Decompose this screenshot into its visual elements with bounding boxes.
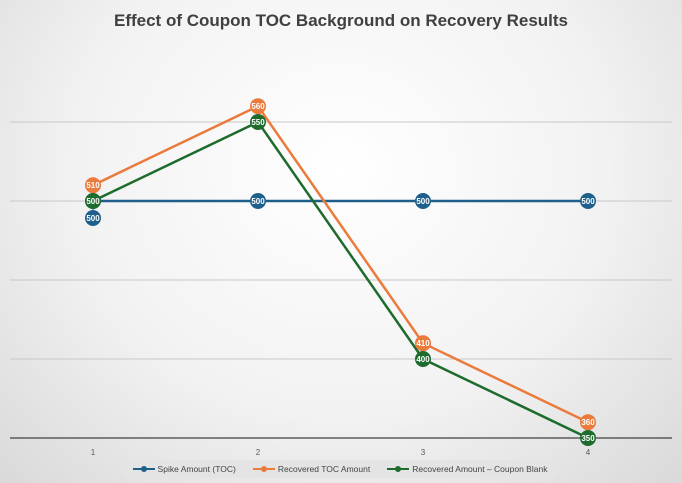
legend-label: Spike Amount (TOC) xyxy=(157,464,236,474)
data-point xyxy=(250,114,266,130)
series-line xyxy=(92,120,589,440)
x-tick-label: 3 xyxy=(421,448,426,457)
data-point xyxy=(250,193,266,209)
data-point xyxy=(415,335,431,352)
data-label: 550 xyxy=(251,118,265,127)
data-label: 560 xyxy=(251,102,265,111)
data-label: 400 xyxy=(416,355,430,364)
data-label: 500 xyxy=(251,197,265,206)
data-label: 350 xyxy=(581,434,595,443)
x-tick-label: 1 xyxy=(91,448,96,457)
x-tick-label: 4 xyxy=(586,448,591,457)
x-tick-label: 2 xyxy=(256,448,261,457)
legend-item: Recovered TOC Amount xyxy=(252,464,371,474)
data-point xyxy=(415,351,431,367)
legend-item: Recovered Amount – Coupon Blank xyxy=(387,464,547,474)
legend-swatch-icon xyxy=(132,466,155,472)
legend-label: Recovered Amount – Coupon Blank xyxy=(412,464,548,474)
legend-swatch-icon xyxy=(387,466,410,472)
data-point xyxy=(250,98,266,115)
data-label: 500 xyxy=(86,197,100,206)
data-label: 500 xyxy=(86,214,100,223)
data-label: 360 xyxy=(581,418,595,427)
chart-title: Effect of Coupon TOC Background on Recov… xyxy=(114,11,568,30)
data-label-badge xyxy=(85,210,101,226)
data-label: 510 xyxy=(86,181,100,190)
legend: Spike Amount (TOC) Recovered TOC Amount Re… xyxy=(124,460,556,478)
series-line xyxy=(92,104,589,424)
data-point xyxy=(415,193,431,209)
data-point xyxy=(580,193,596,209)
data-label: 500 xyxy=(581,197,595,206)
data-point xyxy=(580,430,596,446)
legend-label: Recovered TOC Amount xyxy=(277,464,371,474)
data-point xyxy=(85,177,101,194)
data-label: 410 xyxy=(416,339,430,348)
data-point xyxy=(85,193,101,209)
data-label: 500 xyxy=(416,197,430,206)
legend-swatch-icon xyxy=(252,466,275,472)
data-point xyxy=(580,414,596,431)
legend-item: Spike Amount (TOC) xyxy=(132,464,236,474)
